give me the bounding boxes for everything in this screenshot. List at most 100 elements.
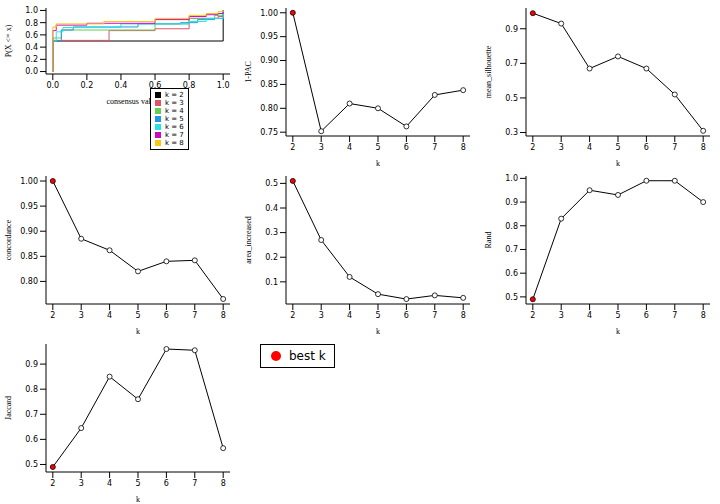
svg-text:4: 4 (347, 143, 352, 152)
svg-text:4: 4 (107, 479, 112, 488)
svg-text:0.6: 0.6 (149, 81, 162, 90)
svg-text:0.9: 0.9 (505, 198, 518, 207)
svg-text:k: k (376, 327, 380, 336)
svg-text:4: 4 (347, 311, 352, 320)
svg-text:3: 3 (319, 311, 324, 320)
svg-text:1.00: 1.00 (260, 9, 278, 18)
svg-text:6: 6 (164, 311, 169, 320)
svg-text:3: 3 (559, 143, 564, 152)
svg-text:0.0: 0.0 (25, 67, 38, 76)
svg-text:1-PAC: 1-PAC (244, 61, 253, 83)
svg-text:0.5: 0.5 (505, 293, 518, 302)
svg-text:7: 7 (192, 479, 197, 488)
svg-text:k: k (376, 159, 380, 168)
svg-text:0.8: 0.8 (183, 81, 196, 90)
svg-text:8: 8 (461, 311, 466, 320)
svg-text:0.85: 0.85 (260, 80, 278, 89)
svg-text:0.2: 0.2 (81, 81, 94, 90)
svg-text:0.2: 0.2 (265, 253, 278, 262)
svg-text:3: 3 (559, 311, 564, 320)
svg-text:0.7: 0.7 (505, 245, 518, 254)
svg-text:P(X <= x): P(X <= x) (8, 24, 13, 57)
svg-text:k: k (136, 327, 140, 336)
svg-text:area_increased: area_increased (244, 216, 253, 264)
svg-text:0.1: 0.1 (265, 278, 278, 287)
svg-text:0.8: 0.8 (25, 19, 38, 28)
svg-text:Rand: Rand (484, 232, 493, 249)
svg-text:5: 5 (615, 143, 620, 152)
svg-text:0.2: 0.2 (25, 55, 38, 64)
svg-text:0.3: 0.3 (505, 128, 518, 137)
svg-text:0.7: 0.7 (505, 59, 518, 68)
svg-text:5: 5 (375, 143, 380, 152)
svg-text:3: 3 (79, 311, 84, 320)
svg-text:0.75: 0.75 (260, 128, 278, 137)
svg-text:0.9: 0.9 (505, 25, 518, 34)
svg-text:0.95: 0.95 (20, 202, 38, 211)
svg-text:7: 7 (432, 143, 437, 152)
svg-text:0.90: 0.90 (260, 56, 278, 65)
svg-text:6: 6 (644, 311, 649, 320)
svg-text:5: 5 (615, 311, 620, 320)
svg-text:0.80: 0.80 (20, 277, 38, 286)
html-text:best k: best k (289, 349, 326, 363)
svg-text:1.0: 1.0 (217, 81, 230, 90)
svg-text:0.6: 0.6 (505, 269, 518, 278)
svg-text:4: 4 (107, 311, 112, 320)
svg-text:6: 6 (164, 479, 169, 488)
svg-text:8: 8 (701, 311, 706, 320)
svg-text:0.0: 0.0 (46, 81, 59, 90)
svg-text:0.8: 0.8 (25, 385, 38, 394)
svg-text:0.6: 0.6 (25, 31, 38, 40)
svg-text:8: 8 (461, 143, 466, 152)
svg-text:4: 4 (587, 143, 592, 152)
svg-text:0.90: 0.90 (20, 227, 38, 236)
svg-text:0.5: 0.5 (505, 94, 518, 103)
svg-text:8: 8 (701, 143, 706, 152)
svg-text:consensus value (x): consensus value (x) (106, 97, 169, 106)
svg-text:0.5: 0.5 (25, 460, 38, 469)
svg-text:5: 5 (135, 479, 140, 488)
svg-text:5: 5 (135, 311, 140, 320)
svg-text:1.0: 1.0 (505, 174, 518, 183)
svg-text:6: 6 (644, 143, 649, 152)
svg-text:0.8: 0.8 (505, 222, 518, 231)
svg-text:2: 2 (290, 311, 295, 320)
svg-text:2: 2 (530, 143, 535, 152)
svg-text:7: 7 (672, 311, 677, 320)
svg-text:2: 2 (290, 143, 295, 152)
svg-text:8: 8 (221, 311, 226, 320)
svg-text:6: 6 (404, 311, 409, 320)
svg-text:1.00: 1.00 (20, 177, 38, 186)
svg-text:7: 7 (192, 311, 197, 320)
svg-text:4: 4 (587, 311, 592, 320)
svg-text:3: 3 (79, 479, 84, 488)
svg-text:mean_silhouette: mean_silhouette (484, 45, 493, 98)
svg-text:k: k (616, 327, 620, 336)
svg-text:0.6: 0.6 (25, 435, 38, 444)
svg-text:5: 5 (375, 311, 380, 320)
svg-text:8: 8 (221, 479, 226, 488)
svg-text:1.0: 1.0 (25, 6, 38, 15)
svg-text:0.4: 0.4 (115, 81, 128, 90)
svg-text:3: 3 (319, 143, 324, 152)
svg-text:0.3: 0.3 (265, 228, 278, 237)
svg-text:Jaccard: Jaccard (8, 396, 13, 420)
svg-text:6: 6 (404, 143, 409, 152)
svg-text:0.7: 0.7 (25, 410, 38, 419)
svg-text:2: 2 (50, 311, 55, 320)
svg-text:2: 2 (530, 311, 535, 320)
svg-text:0.5: 0.5 (265, 179, 278, 188)
svg-text:2: 2 (50, 479, 55, 488)
svg-text:0.9: 0.9 (25, 360, 38, 369)
svg-text:0.80: 0.80 (260, 104, 278, 113)
svg-text:0.95: 0.95 (260, 32, 278, 41)
svg-text:k: k (616, 159, 620, 168)
svg-text:7: 7 (672, 143, 677, 152)
svg-text:concordance: concordance (8, 219, 13, 260)
svg-text:0.85: 0.85 (20, 252, 38, 261)
svg-text:k: k (136, 495, 140, 504)
svg-text:7: 7 (432, 311, 437, 320)
svg-text:0.4: 0.4 (265, 204, 278, 213)
svg-text:0.4: 0.4 (25, 43, 38, 52)
